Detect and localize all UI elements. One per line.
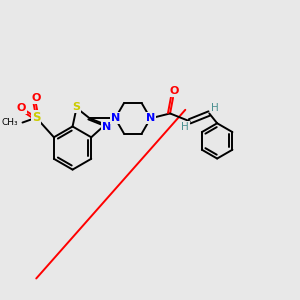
Text: S: S bbox=[32, 111, 41, 124]
Text: O: O bbox=[32, 93, 41, 103]
Text: N: N bbox=[111, 113, 120, 123]
Text: CH₃: CH₃ bbox=[2, 118, 19, 127]
Text: O: O bbox=[17, 103, 26, 113]
Text: N: N bbox=[102, 122, 111, 131]
Text: H: H bbox=[181, 122, 189, 132]
Text: N: N bbox=[146, 113, 155, 123]
Text: O: O bbox=[169, 86, 179, 96]
Text: S: S bbox=[73, 102, 80, 112]
Text: H: H bbox=[211, 103, 219, 112]
